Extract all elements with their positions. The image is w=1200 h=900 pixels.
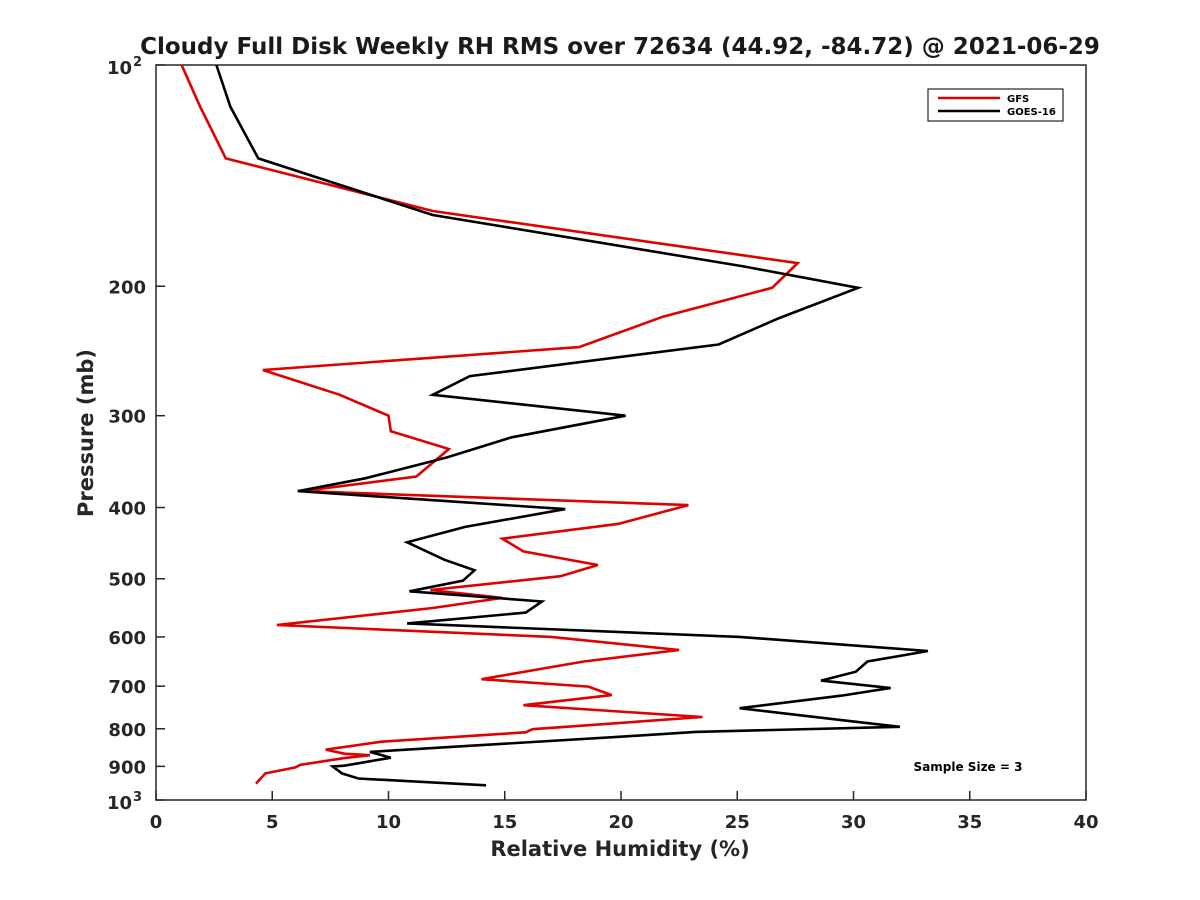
y-tick-label-exponent: 3 [133, 790, 142, 805]
y-tick-label: 200 [108, 277, 146, 298]
y-tick-label-exponent: 2 [133, 55, 142, 70]
x-tick-label: 25 [725, 812, 750, 833]
x-tick-label: 20 [608, 812, 633, 833]
y-tick-label-base: 10 [107, 793, 132, 814]
x-tick-label: 15 [492, 812, 517, 833]
series-line-gfs [180, 64, 801, 785]
y-tick-label: 600 [108, 628, 146, 649]
series-layer [180, 64, 929, 787]
x-tick-label: 0 [150, 812, 163, 833]
y-tick-label: 700 [108, 677, 146, 698]
x-tick-label: 35 [957, 812, 982, 833]
y-tick-label: 300 [108, 407, 146, 428]
x-tick-label: 5 [266, 812, 279, 833]
chart-title: Cloudy Full Disk Weekly RH RMS over 7263… [140, 34, 1100, 60]
x-axis: 0 5 10 15 20 25 30 35 40 [150, 791, 1099, 833]
x-tick-label: 40 [1073, 812, 1098, 833]
y-tick-label: 400 [108, 499, 146, 520]
y-tick-label-base: 10 [107, 58, 132, 79]
legend-label-goes16: GOES-16 [1007, 107, 1056, 118]
y-tick-label: 900 [108, 757, 146, 778]
y-tick-label: 500 [108, 570, 146, 591]
x-axis-label: Relative Humidity (%) [490, 837, 749, 861]
sample-size-annotation: Sample Size = 3 [914, 760, 1023, 774]
x-tick-label: 10 [376, 812, 401, 833]
y-tick-label: 800 [108, 720, 146, 741]
legend-label-gfs: GFS [1007, 94, 1029, 105]
x-tick-label: 30 [841, 812, 866, 833]
y-axis-label: Pressure (mb) [74, 349, 98, 517]
series-line-goes16 [215, 64, 929, 787]
legend: GFS GOES-16 [927, 88, 1064, 122]
legend-box [927, 88, 1064, 122]
